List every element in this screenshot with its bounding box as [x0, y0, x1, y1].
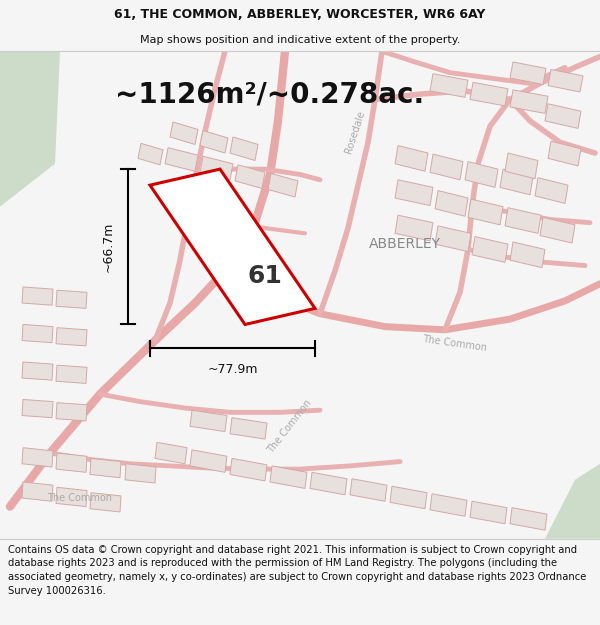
Polygon shape [395, 146, 428, 171]
Polygon shape [505, 208, 541, 233]
Polygon shape [165, 148, 198, 171]
Polygon shape [548, 141, 581, 166]
Polygon shape [545, 104, 581, 128]
Text: Rosedale: Rosedale [343, 109, 367, 154]
Polygon shape [350, 479, 387, 501]
Polygon shape [470, 501, 507, 524]
Polygon shape [430, 154, 463, 180]
Polygon shape [155, 442, 187, 464]
Polygon shape [500, 169, 533, 195]
Polygon shape [548, 69, 583, 92]
Polygon shape [190, 450, 227, 472]
Text: 61, THE COMMON, ABBERLEY, WORCESTER, WR6 6AY: 61, THE COMMON, ABBERLEY, WORCESTER, WR6… [115, 8, 485, 21]
Polygon shape [125, 464, 156, 483]
Text: ~1126m²/~0.278ac.: ~1126m²/~0.278ac. [115, 80, 424, 108]
Polygon shape [435, 226, 471, 252]
Polygon shape [430, 494, 467, 516]
Text: The Common: The Common [47, 493, 113, 503]
Polygon shape [270, 466, 307, 488]
Polygon shape [170, 122, 198, 144]
Polygon shape [430, 74, 468, 98]
Text: ABBERLEY: ABBERLEY [369, 237, 441, 251]
Text: The Common: The Common [422, 334, 488, 353]
Polygon shape [90, 458, 121, 478]
Polygon shape [435, 191, 468, 216]
Polygon shape [472, 237, 508, 262]
Polygon shape [230, 458, 267, 481]
Polygon shape [22, 399, 53, 418]
Polygon shape [22, 482, 53, 501]
Polygon shape [56, 290, 87, 308]
Polygon shape [230, 418, 267, 439]
Polygon shape [22, 287, 53, 305]
Polygon shape [510, 62, 546, 84]
Polygon shape [510, 242, 545, 268]
Text: Map shows position and indicative extent of the property.: Map shows position and indicative extent… [140, 35, 460, 45]
Polygon shape [545, 464, 600, 539]
Polygon shape [22, 448, 53, 467]
Polygon shape [470, 82, 508, 106]
Polygon shape [390, 486, 427, 509]
Polygon shape [56, 453, 87, 472]
Polygon shape [56, 365, 87, 383]
Polygon shape [540, 217, 575, 243]
Polygon shape [230, 137, 258, 161]
Polygon shape [90, 492, 121, 512]
Polygon shape [310, 472, 347, 495]
Polygon shape [190, 410, 227, 432]
Polygon shape [468, 199, 503, 225]
Text: ~66.7m: ~66.7m [101, 222, 115, 272]
Polygon shape [200, 131, 228, 153]
Polygon shape [235, 165, 265, 188]
Polygon shape [22, 324, 53, 342]
Polygon shape [22, 362, 53, 380]
Polygon shape [510, 508, 547, 530]
Polygon shape [56, 488, 87, 507]
Polygon shape [535, 177, 568, 203]
Polygon shape [150, 169, 315, 324]
Text: 61: 61 [248, 264, 283, 288]
Polygon shape [56, 402, 87, 421]
Polygon shape [505, 153, 538, 179]
Text: ~77.9m: ~77.9m [207, 363, 258, 376]
Polygon shape [268, 173, 298, 197]
Polygon shape [395, 180, 433, 206]
Polygon shape [138, 143, 163, 165]
Text: Contains OS data © Crown copyright and database right 2021. This information is : Contains OS data © Crown copyright and d… [8, 545, 586, 596]
Polygon shape [200, 156, 233, 180]
Polygon shape [0, 51, 60, 207]
Polygon shape [465, 162, 498, 188]
Polygon shape [56, 328, 87, 346]
Polygon shape [395, 215, 433, 241]
Text: The Common: The Common [266, 398, 314, 455]
Polygon shape [510, 90, 548, 113]
